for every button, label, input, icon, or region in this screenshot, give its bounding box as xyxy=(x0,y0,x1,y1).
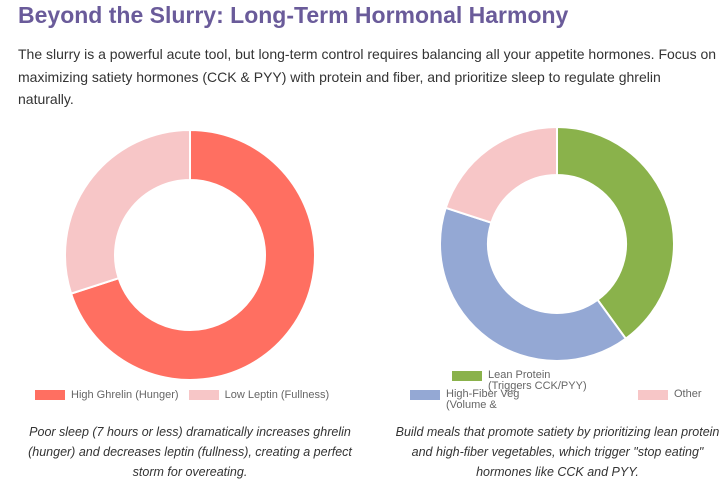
caption: Poor sleep (7 hours or less) dramaticall… xyxy=(28,425,352,479)
donut-slice xyxy=(556,125,675,341)
legend-swatch xyxy=(188,390,219,400)
donut-slice xyxy=(439,206,628,362)
legend-item: Low Leptin (Fullness) xyxy=(188,389,330,401)
legend-swatch xyxy=(35,390,65,400)
donut-slice xyxy=(69,128,316,380)
legend-label: Lean Protein (Triggers CCK/PYY) xyxy=(488,369,587,392)
intro-text: The slurry is a powerful acute tool, but… xyxy=(18,46,717,107)
legend-swatch xyxy=(638,390,668,400)
legend: High Ghrelin (Hunger) Low Leptin (Fullnes… xyxy=(35,389,395,401)
legend-item: Other xyxy=(638,389,728,400)
legend-label: Other xyxy=(674,388,702,400)
donut-chart xyxy=(439,125,675,362)
legend-item: Lean Protein (Triggers CCK/PYY) xyxy=(452,370,588,392)
donut-chart xyxy=(64,128,316,380)
legend-item: High Ghrelin (Hunger) xyxy=(35,389,179,401)
legend-label: High Ghrelin (Hunger) xyxy=(71,389,179,401)
legend-label: High-Fiber Veg (Volume & xyxy=(446,388,520,411)
donut-slice xyxy=(444,125,558,224)
caption: Build meals that promote satiety by prio… xyxy=(395,425,720,479)
legend-item: High-Fiber Veg (Volume & xyxy=(410,389,556,411)
legend-label: Low Leptin (Fullness) xyxy=(224,389,330,401)
legend-swatch xyxy=(452,371,482,381)
page-title: Beyond the Slurry: Long-Term Hormonal Ha… xyxy=(18,2,569,28)
legend-swatch xyxy=(410,390,440,400)
donut-slice xyxy=(64,128,191,295)
